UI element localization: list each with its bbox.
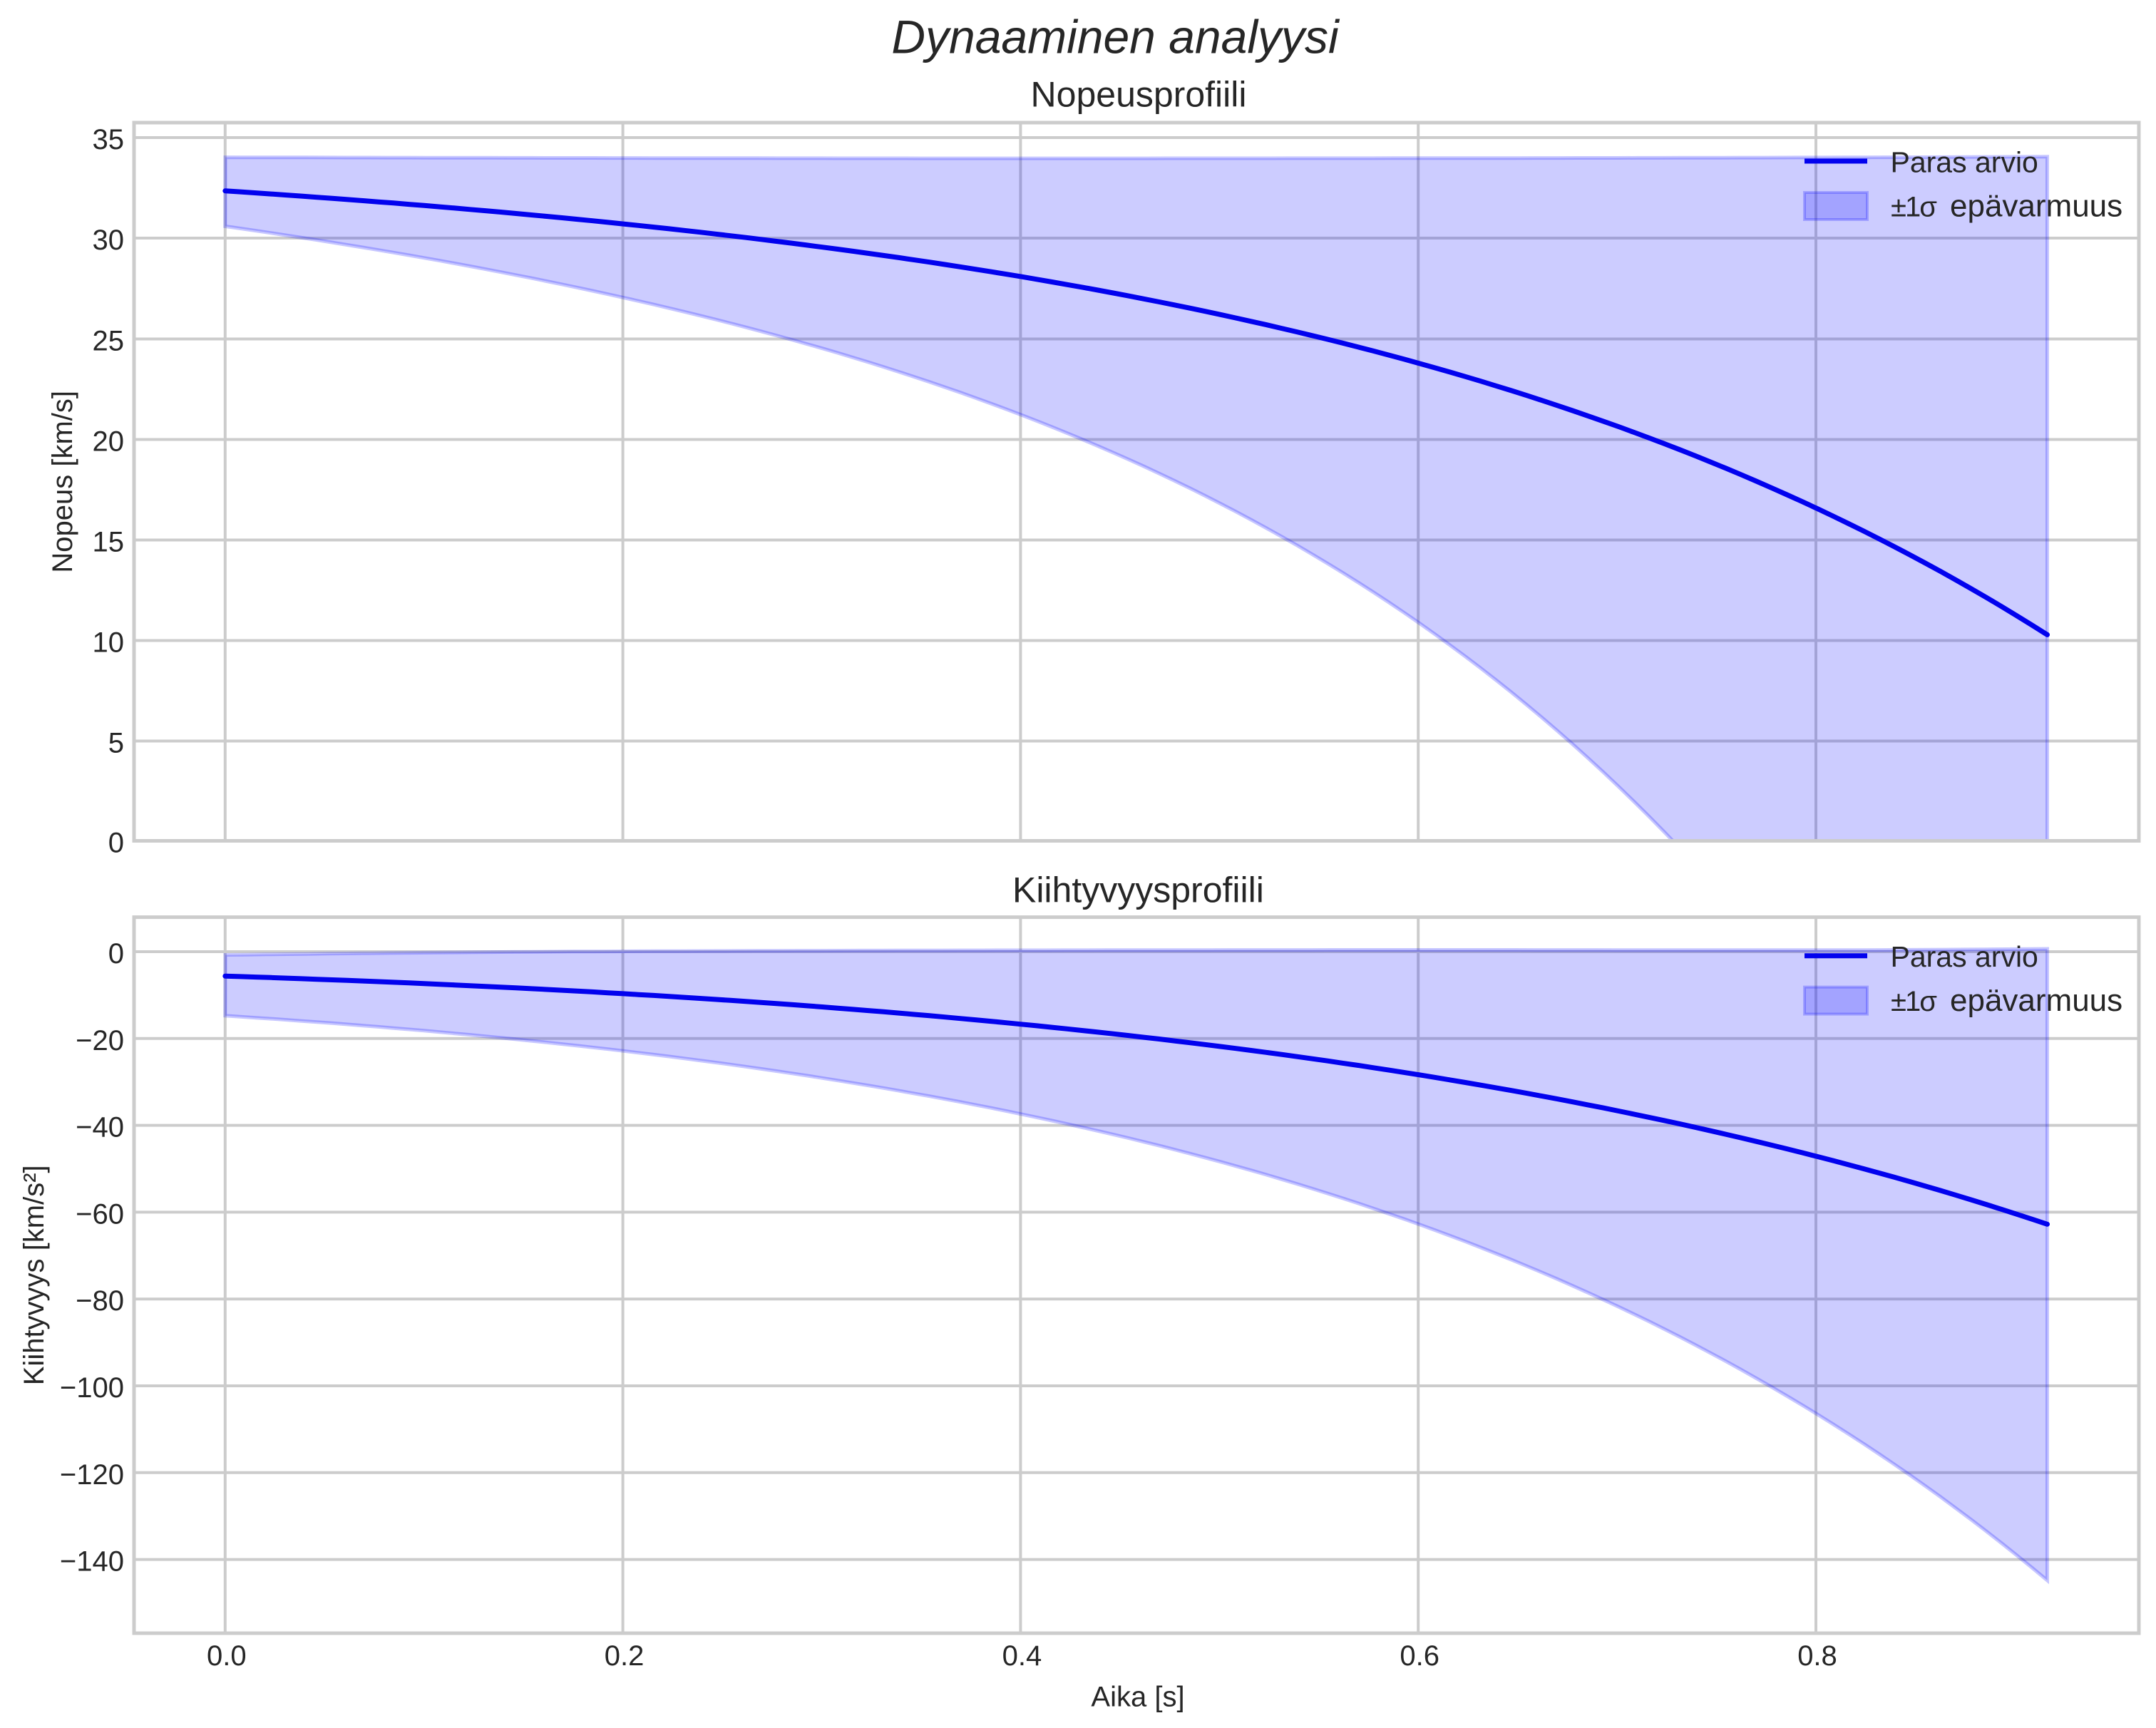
svg-text:0: 0 <box>108 828 124 859</box>
svg-text:−140: −140 <box>60 1546 124 1578</box>
svg-text:Nopeus [km/s]: Nopeus [km/s] <box>47 391 78 573</box>
svg-text:10: 10 <box>93 627 125 659</box>
svg-text:15: 15 <box>93 527 125 558</box>
svg-text:epävarmuus: epävarmuus <box>1950 188 2122 223</box>
svg-text:epävarmuus: epävarmuus <box>1950 983 2122 1018</box>
svg-text:Dynaaminen analyysi: Dynaaminen analyysi <box>891 11 1340 63</box>
svg-text:0: 0 <box>108 938 124 970</box>
svg-text:0.6: 0.6 <box>1400 1640 1439 1672</box>
svg-text:35: 35 <box>93 124 125 155</box>
svg-text:0.2: 0.2 <box>605 1640 645 1672</box>
svg-text:−80: −80 <box>76 1285 124 1317</box>
svg-text:−120: −120 <box>60 1459 124 1491</box>
svg-text:20: 20 <box>93 426 125 458</box>
svg-text:−40: −40 <box>76 1112 124 1143</box>
svg-text:30: 30 <box>93 225 125 256</box>
svg-text:Kiihtyvyysprofiili: Kiihtyvyysprofiili <box>1012 870 1264 910</box>
svg-text:−60: −60 <box>76 1198 124 1230</box>
svg-text:Nopeusprofiili: Nopeusprofiili <box>1031 75 1247 115</box>
svg-text:5: 5 <box>108 728 124 759</box>
svg-text:0.4: 0.4 <box>1002 1640 1042 1672</box>
svg-text:−20: −20 <box>76 1025 124 1056</box>
svg-text:±1σ: ±1σ <box>1891 986 1937 1017</box>
svg-text:±1σ: ±1σ <box>1891 191 1937 222</box>
svg-text:−100: −100 <box>60 1372 124 1404</box>
svg-text:Paras arvio: Paras arvio <box>1891 940 2038 973</box>
svg-text:Paras arvio: Paras arvio <box>1891 146 2038 179</box>
svg-text:25: 25 <box>93 326 125 357</box>
svg-text:0.0: 0.0 <box>207 1640 247 1672</box>
svg-text:0.8: 0.8 <box>1797 1640 1837 1672</box>
svg-text:Kiihtyvyys [km/s²]: Kiihtyvyys [km/s²] <box>19 1165 50 1385</box>
svg-text:Aika [s]: Aika [s] <box>1091 1682 1184 1713</box>
